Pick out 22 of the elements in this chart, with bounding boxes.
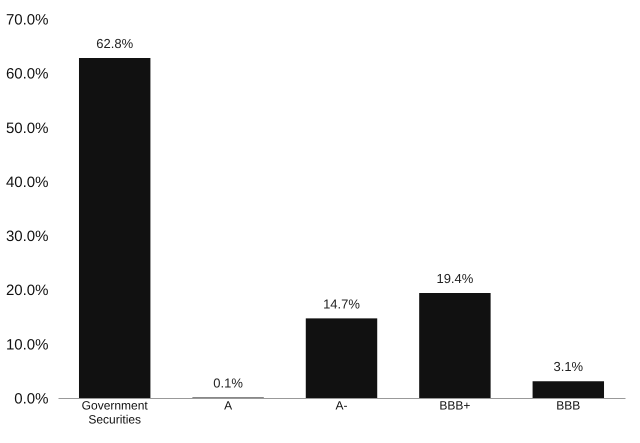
data-label: 19.4% bbox=[436, 270, 474, 286]
bar bbox=[532, 381, 604, 398]
y-tick-label: 50.0% bbox=[6, 120, 48, 137]
bar bbox=[78, 58, 150, 398]
x-tick-label: A bbox=[224, 398, 232, 412]
data-label: 62.8% bbox=[96, 36, 134, 51]
data-label: 0.1% bbox=[213, 375, 244, 390]
x-tick-label: A- bbox=[336, 398, 348, 412]
y-tick-label: 60.0% bbox=[6, 66, 48, 83]
y-tick-label: 20.0% bbox=[6, 282, 48, 300]
data-label: 3.1% bbox=[553, 359, 584, 374]
x-tick-label: Government Securities bbox=[82, 398, 148, 426]
data-label: 14.7% bbox=[323, 296, 360, 312]
y-tick-label: 30.0% bbox=[6, 228, 48, 246]
bar bbox=[306, 318, 378, 398]
x-tick-label: BBB+ bbox=[439, 398, 470, 412]
y-tick-label: 40.0% bbox=[6, 174, 48, 191]
bar bbox=[419, 292, 491, 398]
x-tick-label: BBB bbox=[556, 398, 580, 412]
y-tick-label: 70.0% bbox=[6, 12, 48, 28]
y-tick-label: 0.0% bbox=[14, 390, 48, 408]
y-tick-label: 10.0% bbox=[6, 336, 48, 354]
